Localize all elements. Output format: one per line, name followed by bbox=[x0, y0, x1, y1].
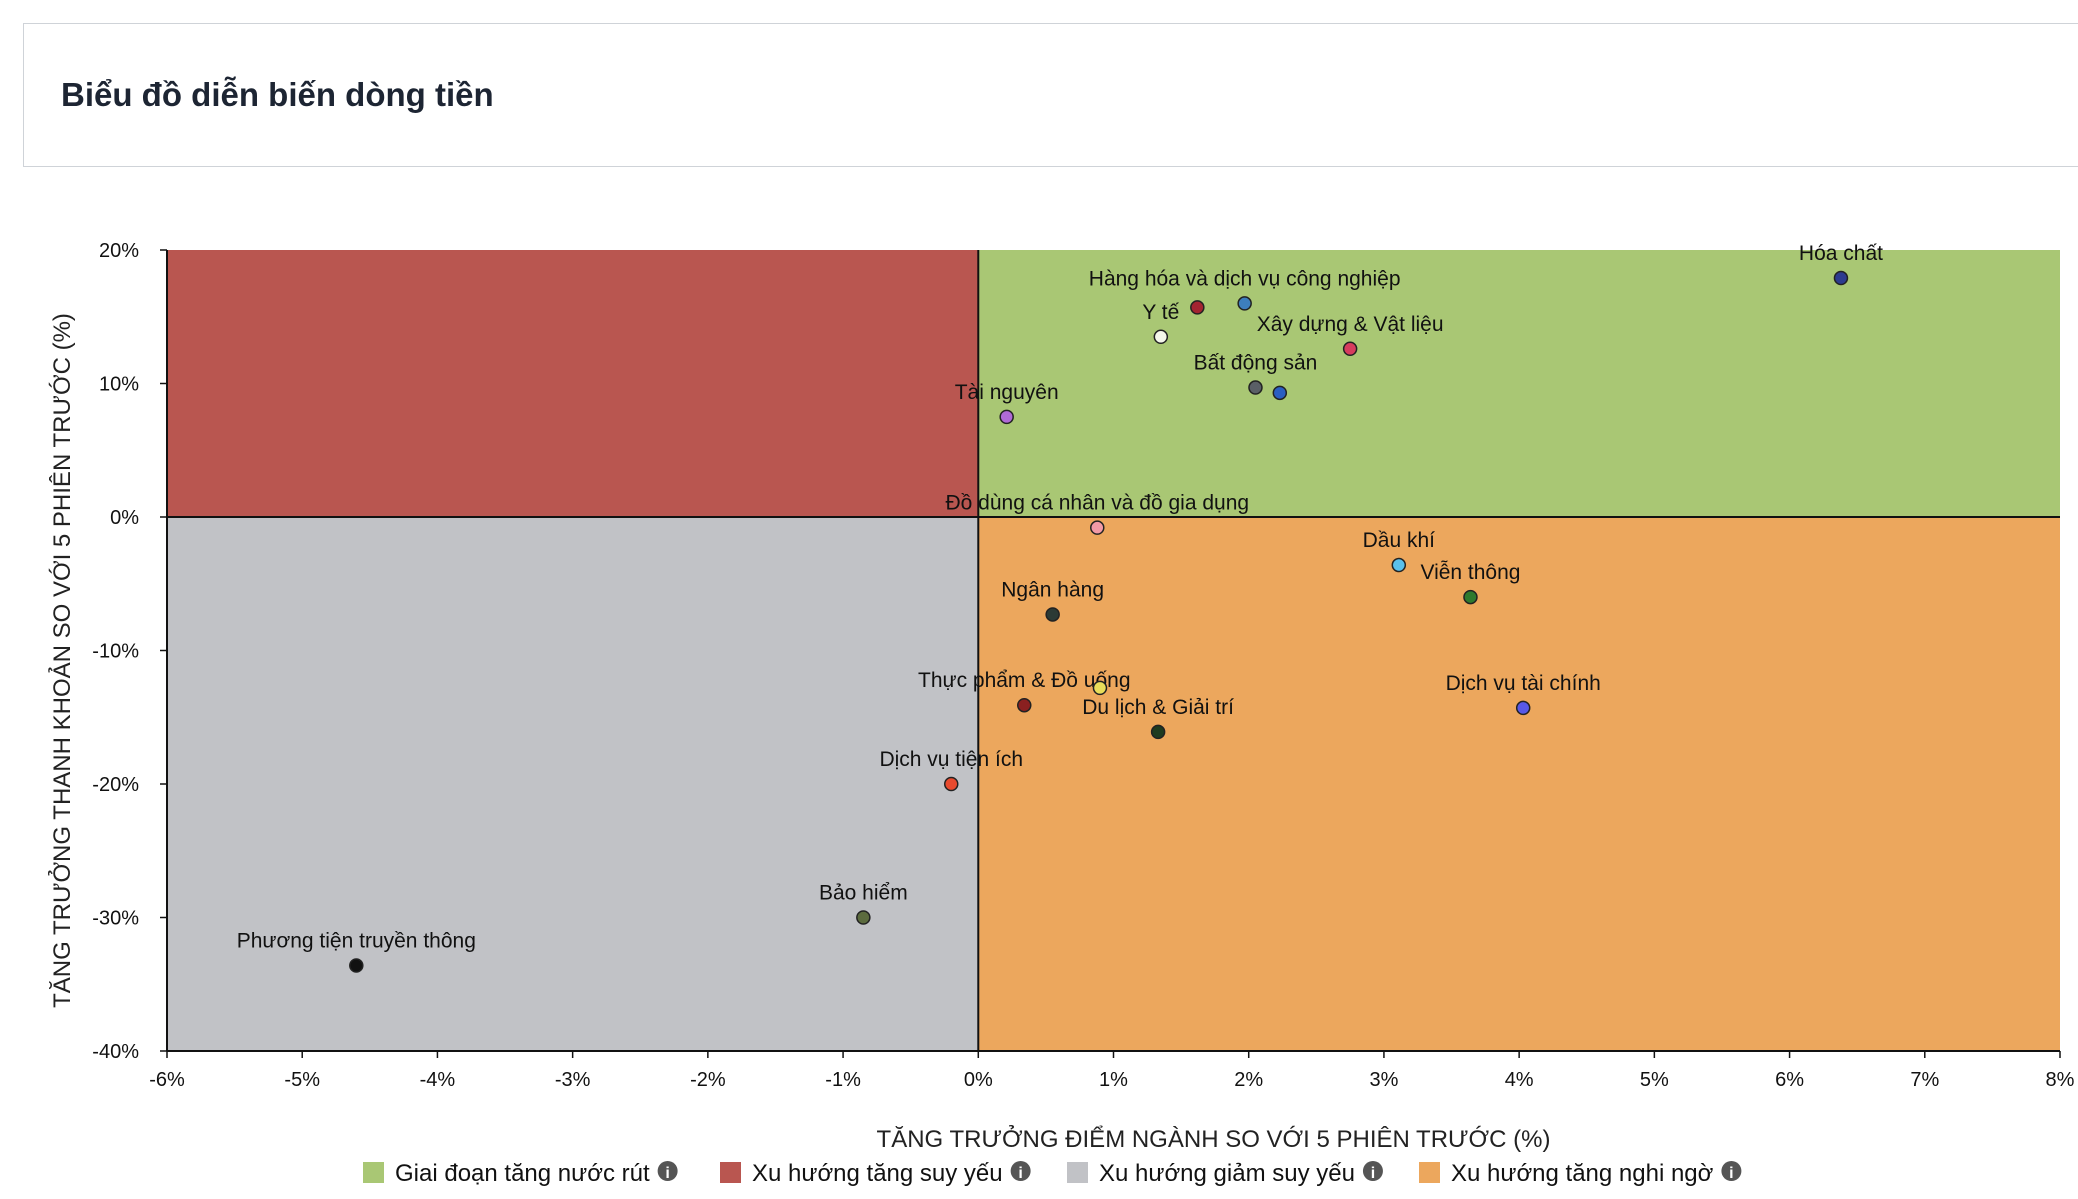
x-tick-label: 0% bbox=[964, 1069, 993, 1091]
data-point[interactable] bbox=[1391, 557, 1407, 573]
data-point-label: Dịch vụ tiện ích bbox=[879, 748, 1023, 771]
y-tick-label: -40% bbox=[92, 1041, 139, 1063]
data-point-label: Viễn thông bbox=[1420, 561, 1520, 584]
legend-item[interactable]: Xu hướng tăng nghi ngờ i bbox=[1419, 1160, 1742, 1187]
data-point[interactable] bbox=[1248, 380, 1263, 395]
info-icon[interactable]: i bbox=[1362, 1161, 1383, 1182]
svg-text:i: i bbox=[1729, 1165, 1733, 1182]
data-point-label: Du lịch & Giải trí bbox=[1082, 696, 1234, 719]
data-point[interactable] bbox=[999, 409, 1014, 425]
data-point-label: Y tế bbox=[1142, 301, 1179, 324]
data-point-label: Phương tiện truyền thông bbox=[237, 930, 476, 953]
data-point[interactable] bbox=[1272, 385, 1288, 401]
legend-swatch bbox=[363, 1162, 384, 1183]
x-tick-label: 2% bbox=[1234, 1069, 1263, 1091]
quadrant-3 bbox=[167, 517, 979, 1051]
svg-text:i: i bbox=[1018, 1165, 1022, 1182]
data-point[interactable] bbox=[1017, 697, 1032, 713]
data-point[interactable] bbox=[1092, 680, 1108, 696]
x-tick-label: 5% bbox=[1640, 1069, 1669, 1091]
data-point-label: Dịch vụ tài chính bbox=[1446, 672, 1601, 695]
x-tick-label: -2% bbox=[690, 1069, 726, 1091]
x-tick-label: 1% bbox=[1099, 1069, 1128, 1091]
data-point[interactable] bbox=[1515, 700, 1531, 716]
x-tick-label: -3% bbox=[555, 1069, 591, 1091]
x-tick-label: -6% bbox=[149, 1069, 185, 1091]
data-point[interactable] bbox=[1190, 300, 1205, 315]
y-tick-label: -20% bbox=[92, 774, 139, 796]
data-point[interactable] bbox=[1342, 341, 1358, 357]
y-tick-label: 0% bbox=[110, 507, 139, 529]
data-point-label: Dầu khí bbox=[1363, 529, 1436, 552]
legend-swatch bbox=[1067, 1162, 1088, 1183]
page-title: Biểu đồ diễn biến dòng tiền bbox=[61, 76, 494, 113]
data-point-label: Thực phẩm & Đồ uống bbox=[918, 669, 1131, 692]
x-axis-title: TĂNG TRƯỞNG ĐIỂM NGÀNH SO VỚI 5 PHIÊN TR… bbox=[877, 1124, 1551, 1153]
y-tick-label: 20% bbox=[99, 240, 139, 262]
info-icon[interactable]: i bbox=[657, 1161, 678, 1182]
legend-item[interactable]: Xu hướng tăng suy yếu i bbox=[720, 1160, 1031, 1187]
data-point[interactable] bbox=[1045, 607, 1060, 622]
quadrant-1 bbox=[978, 250, 2061, 517]
quadrant-2 bbox=[167, 250, 979, 517]
x-tick-label: -5% bbox=[284, 1069, 320, 1091]
data-point[interactable] bbox=[1237, 296, 1252, 311]
legend-swatch bbox=[1419, 1162, 1440, 1183]
legend-label: Xu hướng tăng nghi ngờ bbox=[1451, 1160, 1714, 1187]
info-icon[interactable]: i bbox=[1010, 1161, 1031, 1182]
data-point[interactable] bbox=[1150, 724, 1166, 740]
y-axis-title: TĂNG TRƯỞNG THANH KHOẢN SO VỚI 5 PHIÊN T… bbox=[47, 313, 76, 1008]
x-tick-label: -1% bbox=[825, 1069, 861, 1091]
svg-text:i: i bbox=[665, 1165, 669, 1182]
x-tick-label: 3% bbox=[1369, 1069, 1398, 1091]
data-point[interactable] bbox=[943, 776, 959, 792]
data-point[interactable] bbox=[1153, 329, 1169, 345]
data-point-label: Xây dựng & Vật liệu bbox=[1257, 313, 1444, 336]
data-point-label: Đồ dùng cá nhân và đồ gia dụng bbox=[945, 492, 1249, 515]
x-tick-label: -4% bbox=[420, 1069, 456, 1091]
data-point-label: Ngân hàng bbox=[1001, 578, 1104, 601]
quadrant-4 bbox=[978, 517, 2061, 1051]
data-point-label: Hàng hóa và dịch vụ công nghiệp bbox=[1089, 267, 1401, 290]
legend-label: Xu hướng giảm suy yếu bbox=[1099, 1160, 1355, 1187]
data-point[interactable] bbox=[1463, 589, 1478, 605]
data-point[interactable] bbox=[1833, 270, 1849, 286]
data-point[interactable] bbox=[856, 910, 871, 925]
legend-item[interactable]: Giai đoạn tăng nước rút i bbox=[363, 1160, 678, 1187]
y-tick-label: -30% bbox=[92, 908, 139, 930]
data-point-label: Tài nguyên bbox=[955, 381, 1059, 404]
x-tick-label: 8% bbox=[2046, 1069, 2075, 1091]
data-point-label: Hóa chất bbox=[1799, 242, 1883, 265]
data-point-label: Bất động sản bbox=[1194, 352, 1318, 375]
data-point-label: Bảo hiểm bbox=[819, 882, 908, 905]
legend-label: Xu hướng tăng suy yếu bbox=[752, 1160, 1003, 1187]
legend-item[interactable]: Xu hướng giảm suy yếu i bbox=[1067, 1160, 1383, 1187]
legend-swatch bbox=[720, 1162, 741, 1183]
y-tick-label: -10% bbox=[92, 641, 139, 663]
y-tick-label: 10% bbox=[99, 374, 139, 396]
data-point[interactable] bbox=[1090, 520, 1105, 535]
svg-text:i: i bbox=[1371, 1165, 1375, 1182]
x-tick-label: 7% bbox=[1910, 1069, 1939, 1091]
legend-label: Giai đoạn tăng nước rút bbox=[395, 1160, 650, 1187]
data-point[interactable] bbox=[349, 958, 364, 973]
x-tick-label: 4% bbox=[1505, 1069, 1534, 1091]
x-tick-label: 6% bbox=[1775, 1069, 1804, 1091]
chart-header-box: Biểu đồ diễn biến dòng tiền bbox=[23, 23, 2078, 167]
info-icon[interactable]: i bbox=[1721, 1161, 1742, 1182]
